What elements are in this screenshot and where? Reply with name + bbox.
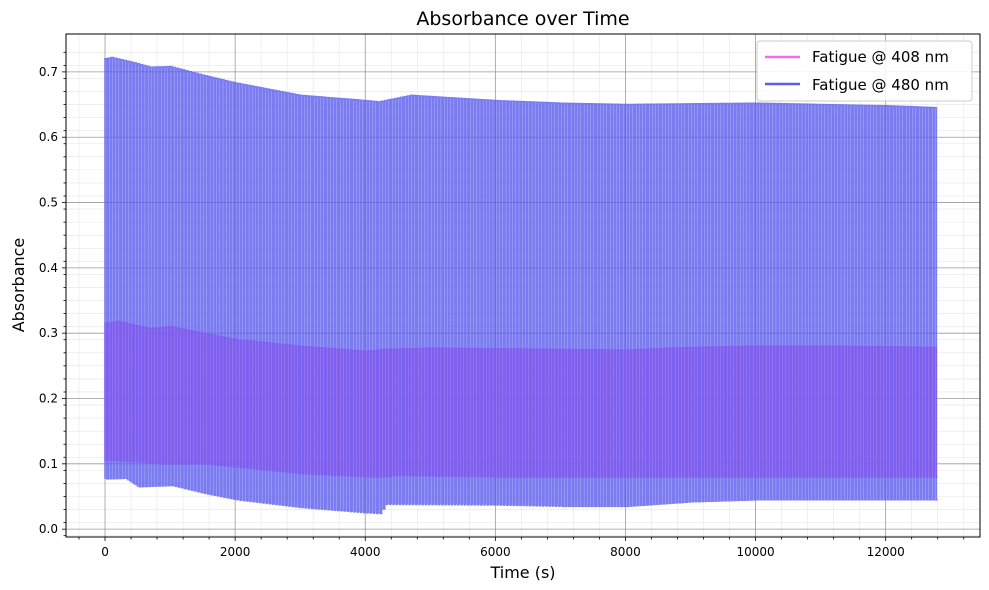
x-tick-label: 0 [101, 545, 109, 559]
y-axis: 0.0 0.1 0.2 0.3 0.4 0.5 0.6 0.7 [39, 51, 66, 536]
x-tick-label: 6000 [480, 545, 511, 559]
x-tick-label: 8000 [610, 545, 641, 559]
legend-label-408: Fatigue @ 408 nm [812, 48, 949, 66]
y-tick-label: 0.5 [39, 196, 58, 210]
legend: Fatigue @ 408 nm Fatigue @ 480 nm [756, 40, 973, 102]
x-tick-label: 4000 [350, 545, 381, 559]
plot-frame [65, 33, 981, 538]
y-tick-label: 0.3 [39, 326, 58, 340]
legend-label-480: Fatigue @ 480 nm [812, 76, 949, 94]
series-layer [104, 56, 938, 515]
x-axis: 0 2000 4000 6000 8000 10000 12000 [78, 537, 965, 559]
y-tick-label: 0.4 [39, 261, 58, 275]
legend-box [756, 40, 973, 102]
x-axis-title: Time (s) [489, 563, 555, 582]
x-tick-label: 2000 [220, 545, 251, 559]
y-tick-label: 0.1 [39, 457, 58, 471]
y-tick-label: 0.0 [39, 522, 58, 536]
x-tick-label: 10000 [736, 545, 774, 559]
series-line-480 [104, 56, 938, 515]
y-axis-title: Absorbance [9, 238, 28, 333]
y-tick-label: 0.7 [39, 65, 58, 79]
chart-title: Absorbance over Time [416, 8, 629, 30]
y-tick-label: 0.2 [39, 392, 58, 406]
y-tick-label: 0.6 [39, 130, 58, 144]
x-tick-label: 12000 [867, 545, 905, 559]
